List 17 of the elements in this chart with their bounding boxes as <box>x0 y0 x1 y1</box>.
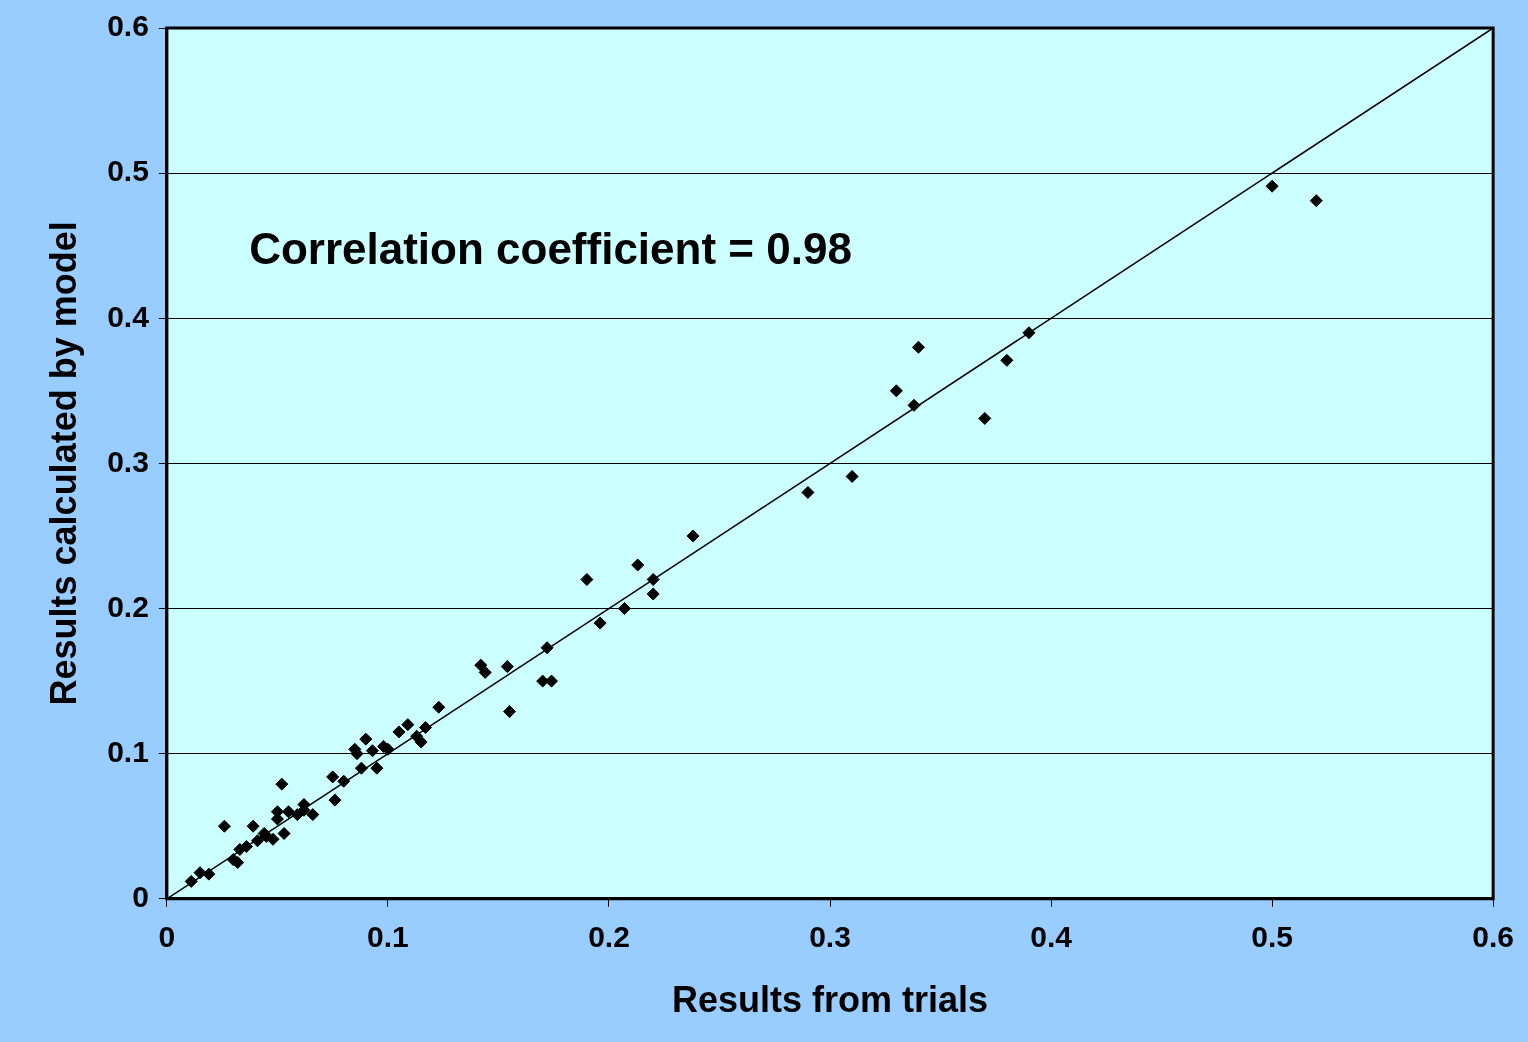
x-tick-label: 0.1 <box>367 920 409 954</box>
y-tick-label: 0.5 <box>107 154 149 188</box>
x-axis-title: Results from trials <box>671 979 989 1021</box>
x-tick-label: 0.5 <box>1251 920 1293 954</box>
x-tick-label: 0.6 <box>1472 920 1515 954</box>
y-tick-label: 0.6 <box>107 9 149 43</box>
annotation: Correlation coefficient = 0.98 <box>249 223 852 273</box>
y-axis-title: Results calculated by model <box>42 221 84 706</box>
x-tick-label: 0.2 <box>588 920 630 954</box>
y-tick-label: 0.3 <box>107 444 149 478</box>
x-tick-label: 0.3 <box>809 920 851 954</box>
x-tick-label: 0 <box>158 920 176 954</box>
y-tick-label: 0.1 <box>107 734 149 768</box>
x-tick-label: 0.4 <box>1030 920 1073 954</box>
y-tick-label: 0.2 <box>107 589 149 623</box>
y-tick-label: 0.4 <box>107 299 150 333</box>
y-tick-label: 0 <box>132 880 149 914</box>
